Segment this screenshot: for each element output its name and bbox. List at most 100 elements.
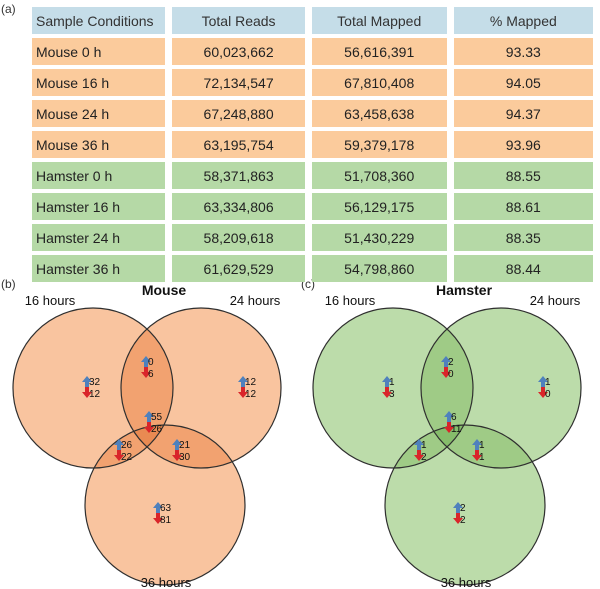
cell-percent-mapped: 93.33 (453, 38, 593, 65)
cell-total-mapped: 67,810,408 (311, 69, 447, 96)
up-arrow-icon (141, 356, 151, 367)
down-arrow-icon (453, 513, 463, 524)
upregulated-count: 21 (179, 440, 191, 451)
upregulated-count: 2 (460, 503, 466, 514)
upregulated-count: 55 (151, 412, 163, 423)
venn-title: Mouse (142, 282, 187, 298)
header-total-reads: Total Reads (172, 7, 305, 34)
cell-total-reads: 63,195,754 (172, 131, 305, 158)
cell-percent-mapped: 88.55 (453, 162, 593, 189)
up-arrow-icon (414, 439, 424, 450)
upregulated-count: 6 (451, 412, 457, 423)
up-arrow-icon (538, 376, 548, 387)
table-row: Mouse 16 h 72,134,547 67,810,408 94.05 (32, 69, 593, 96)
cell-sample-condition: Hamster 16 h (32, 193, 166, 220)
downregulated-count: 12 (245, 389, 257, 400)
circle-outline (420, 307, 582, 469)
cell-sample-condition: Mouse 24 h (32, 100, 166, 127)
table-row: Hamster 0 h 58,371,863 51,708,360 88.55 (32, 162, 593, 189)
cell-total-mapped: 51,430,229 (311, 224, 447, 251)
downregulated-count: 11 (451, 424, 462, 435)
cell-total-reads: 58,209,618 (172, 224, 305, 251)
up-arrow-icon (238, 376, 248, 387)
upregulated-count: 2 (448, 357, 454, 368)
circle-outline (312, 307, 474, 469)
circle-outline (12, 307, 174, 469)
cell-total-reads: 72,134,547 (172, 69, 305, 96)
region-all: 611 (444, 411, 462, 435)
table-row: Hamster 16 h 63,334,806 56,129,175 88.61 (32, 193, 593, 220)
downregulated-count: 6 (148, 369, 154, 380)
downregulated-count: 0 (545, 389, 551, 400)
cell-total-mapped: 51,708,360 (311, 162, 447, 189)
upregulated-count: 0 (148, 357, 154, 368)
up-arrow-icon (172, 439, 182, 450)
table-body: Mouse 0 h 60,023,662 56,616,391 93.33 Mouse … (32, 38, 593, 282)
panel-label-a: (a) (1, 2, 16, 16)
downregulated-count: 22 (121, 452, 133, 463)
up-arrow-icon (153, 502, 163, 513)
set-label-24-hours: 24 hours (230, 293, 281, 308)
panel-label-b: (b) (1, 277, 16, 291)
cell-sample-condition: Mouse 16 h (32, 69, 166, 96)
cell-percent-mapped: 94.05 (453, 69, 593, 96)
down-arrow-icon (538, 387, 548, 398)
circle-outline (384, 424, 546, 586)
set-label-36-hours: 36 hours (141, 575, 192, 589)
downregulated-count: 30 (179, 452, 191, 463)
header-total-mapped: Total Mapped (311, 7, 447, 34)
mapping-stats-table: Sample Conditions Total Reads Total Mapp… (25, 3, 600, 286)
cell-percent-mapped: 88.35 (453, 224, 593, 251)
set-label-16-hours: 16 hours (25, 293, 76, 308)
cell-total-reads: 63,334,806 (172, 193, 305, 220)
cell-percent-mapped: 88.44 (453, 255, 593, 282)
circle-outline (120, 307, 282, 469)
set-label-16-hours: 16 hours (325, 293, 376, 308)
region-only16: 13 (382, 376, 395, 400)
cell-total-reads: 60,023,662 (172, 38, 305, 65)
downregulated-count: 1 (479, 452, 485, 463)
down-arrow-icon (114, 450, 124, 461)
set-label-36-hours: 36 hours (441, 575, 492, 589)
region-r24_36: 11 (472, 439, 485, 463)
up-arrow-icon (441, 356, 451, 367)
header-sample-conditions: Sample Conditions (32, 7, 166, 34)
downregulated-count: 3 (389, 389, 395, 400)
downregulated-count: 2 (460, 515, 466, 526)
region-r16_24: 06 (141, 356, 154, 380)
circle-outline (84, 424, 246, 586)
down-arrow-icon (82, 387, 92, 398)
down-arrow-icon (382, 387, 392, 398)
set-label-24-hours: 24 hours (530, 293, 581, 308)
cell-sample-condition: Mouse 0 h (32, 38, 166, 65)
down-arrow-icon (172, 450, 182, 461)
down-arrow-icon (144, 422, 154, 433)
up-arrow-icon (114, 439, 124, 450)
cell-percent-mapped: 88.61 (453, 193, 593, 220)
up-arrow-icon (82, 376, 92, 387)
upregulated-count: 63 (160, 503, 172, 514)
down-arrow-icon (141, 367, 151, 378)
venn-title: Hamster (436, 282, 493, 298)
down-arrow-icon (414, 450, 424, 461)
cell-percent-mapped: 94.37 (453, 100, 593, 127)
upregulated-count: 1 (479, 440, 485, 451)
region-r16_24: 20 (441, 356, 454, 380)
cell-sample-condition: Hamster 24 h (32, 224, 166, 251)
table-row: Mouse 0 h 60,023,662 56,616,391 93.33 (32, 38, 593, 65)
table-row: Hamster 36 h 61,629,529 54,798,860 88.44 (32, 255, 593, 282)
upregulated-count: 1 (545, 377, 551, 388)
up-arrow-icon (472, 439, 482, 450)
upregulated-count: 1 (389, 377, 395, 388)
up-arrow-icon (444, 411, 454, 422)
cell-sample-condition: Hamster 0 h (32, 162, 166, 189)
downregulated-count: 81 (160, 515, 172, 526)
cell-total-mapped: 59,379,178 (311, 131, 447, 158)
